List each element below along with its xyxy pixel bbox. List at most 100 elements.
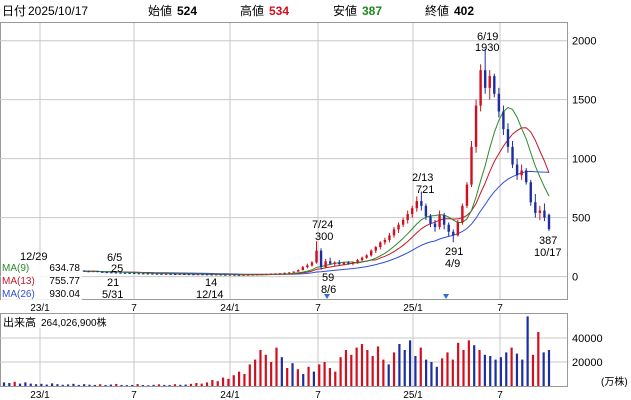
price-x-tick: 24/1 bbox=[220, 303, 240, 314]
candle bbox=[438, 210, 441, 230]
volume-bar bbox=[67, 384, 70, 386]
ma13-value: 755.77 bbox=[49, 276, 80, 287]
candle bbox=[328, 257, 332, 265]
volume-bar bbox=[339, 357, 342, 386]
annotation-12-29: 12/29 bbox=[20, 251, 48, 263]
candle bbox=[160, 273, 163, 275]
volume-bar bbox=[510, 347, 513, 386]
volume-bar bbox=[499, 357, 503, 386]
volume-bar bbox=[505, 352, 508, 386]
price-panel-frame bbox=[0, 22, 568, 300]
volume-bar bbox=[350, 354, 353, 386]
volume-bar bbox=[296, 369, 299, 386]
candle bbox=[274, 273, 277, 275]
volume-panel-frame bbox=[0, 313, 568, 387]
candle bbox=[520, 164, 523, 180]
candle-body bbox=[306, 265, 309, 268]
candle bbox=[287, 272, 291, 274]
candle-body bbox=[461, 205, 464, 223]
candle-body bbox=[242, 274, 245, 276]
volume-bar bbox=[173, 384, 177, 386]
candle-body bbox=[534, 202, 537, 213]
candle-body bbox=[474, 105, 478, 147]
volume-bar bbox=[334, 371, 337, 386]
candle-body bbox=[538, 210, 542, 213]
volume-bar bbox=[376, 346, 380, 386]
candle-body bbox=[370, 250, 373, 256]
candle bbox=[392, 227, 396, 238]
candle-body bbox=[101, 271, 104, 273]
volume-bar bbox=[104, 385, 107, 386]
candle bbox=[493, 73, 496, 98]
annotation-6-5-value: 25 bbox=[111, 263, 123, 275]
open-label: 始値 bbox=[148, 3, 172, 18]
candle-body bbox=[105, 272, 108, 274]
candle bbox=[447, 222, 450, 237]
candle-body bbox=[483, 70, 487, 88]
open-value: 524 bbox=[177, 4, 197, 18]
candle bbox=[342, 261, 346, 266]
candle-body bbox=[379, 242, 382, 248]
price-y-tick: 2000 bbox=[572, 36, 596, 48]
candle bbox=[155, 273, 159, 275]
high-label: 高値 bbox=[240, 3, 264, 18]
high-value: 534 bbox=[269, 4, 289, 18]
candle bbox=[370, 249, 373, 257]
candle-body bbox=[246, 274, 250, 276]
volume-bar bbox=[355, 347, 358, 386]
candle bbox=[132, 272, 136, 275]
candle-body bbox=[319, 250, 323, 268]
candle-body bbox=[333, 262, 336, 264]
candle bbox=[301, 265, 305, 271]
candle-body bbox=[164, 273, 168, 275]
volume-x-tick: 23/1 bbox=[30, 390, 50, 400]
candle-body bbox=[424, 205, 428, 217]
candle bbox=[515, 158, 519, 180]
price-y-tick: 1500 bbox=[572, 95, 596, 107]
candle bbox=[242, 274, 245, 276]
candle bbox=[483, 48, 487, 94]
candle bbox=[292, 271, 295, 273]
volume-x-tick: 25/1 bbox=[403, 390, 423, 400]
date-label: 日付 bbox=[2, 4, 26, 18]
candle-body bbox=[269, 273, 273, 275]
moving-average-lines bbox=[84, 106, 550, 276]
candle-body bbox=[315, 250, 318, 263]
volume-bar bbox=[435, 366, 438, 386]
candle-body bbox=[233, 274, 236, 276]
annotation-10-17: 10/17 bbox=[534, 247, 562, 259]
volume-bar bbox=[531, 354, 535, 386]
candle bbox=[324, 258, 327, 269]
ma26-label: MA(26) bbox=[2, 289, 35, 300]
candle-body bbox=[493, 76, 496, 94]
candle-body bbox=[497, 93, 501, 112]
volume-bar bbox=[451, 359, 454, 386]
candle bbox=[173, 273, 177, 275]
volume-bar bbox=[473, 345, 476, 386]
candle-body bbox=[183, 273, 186, 275]
candle bbox=[411, 205, 414, 218]
volume-bar bbox=[29, 383, 32, 386]
candle-body bbox=[110, 272, 113, 274]
ma-legend: MA(9) 634.78 MA(13) 755.77 MA(26) 930.04 bbox=[1, 261, 82, 300]
candle-body bbox=[392, 229, 396, 236]
candle bbox=[415, 196, 418, 212]
volume-x-tick: 24/1 bbox=[220, 390, 240, 400]
candle bbox=[237, 274, 241, 276]
candle bbox=[442, 212, 446, 230]
candle bbox=[497, 87, 501, 118]
volume-bar bbox=[120, 384, 123, 386]
volume-bar bbox=[2, 382, 6, 386]
candle-body bbox=[178, 273, 181, 275]
volume-bar bbox=[275, 347, 278, 386]
candle-body bbox=[397, 224, 400, 230]
candle bbox=[151, 273, 154, 275]
volume-bar bbox=[457, 342, 460, 386]
candle bbox=[137, 273, 140, 275]
candle-body bbox=[287, 272, 291, 274]
candle bbox=[420, 191, 423, 211]
candle bbox=[534, 194, 537, 218]
candle-body bbox=[347, 262, 350, 264]
candle bbox=[228, 274, 232, 276]
annotation-4-9: 4/9 bbox=[445, 258, 460, 270]
